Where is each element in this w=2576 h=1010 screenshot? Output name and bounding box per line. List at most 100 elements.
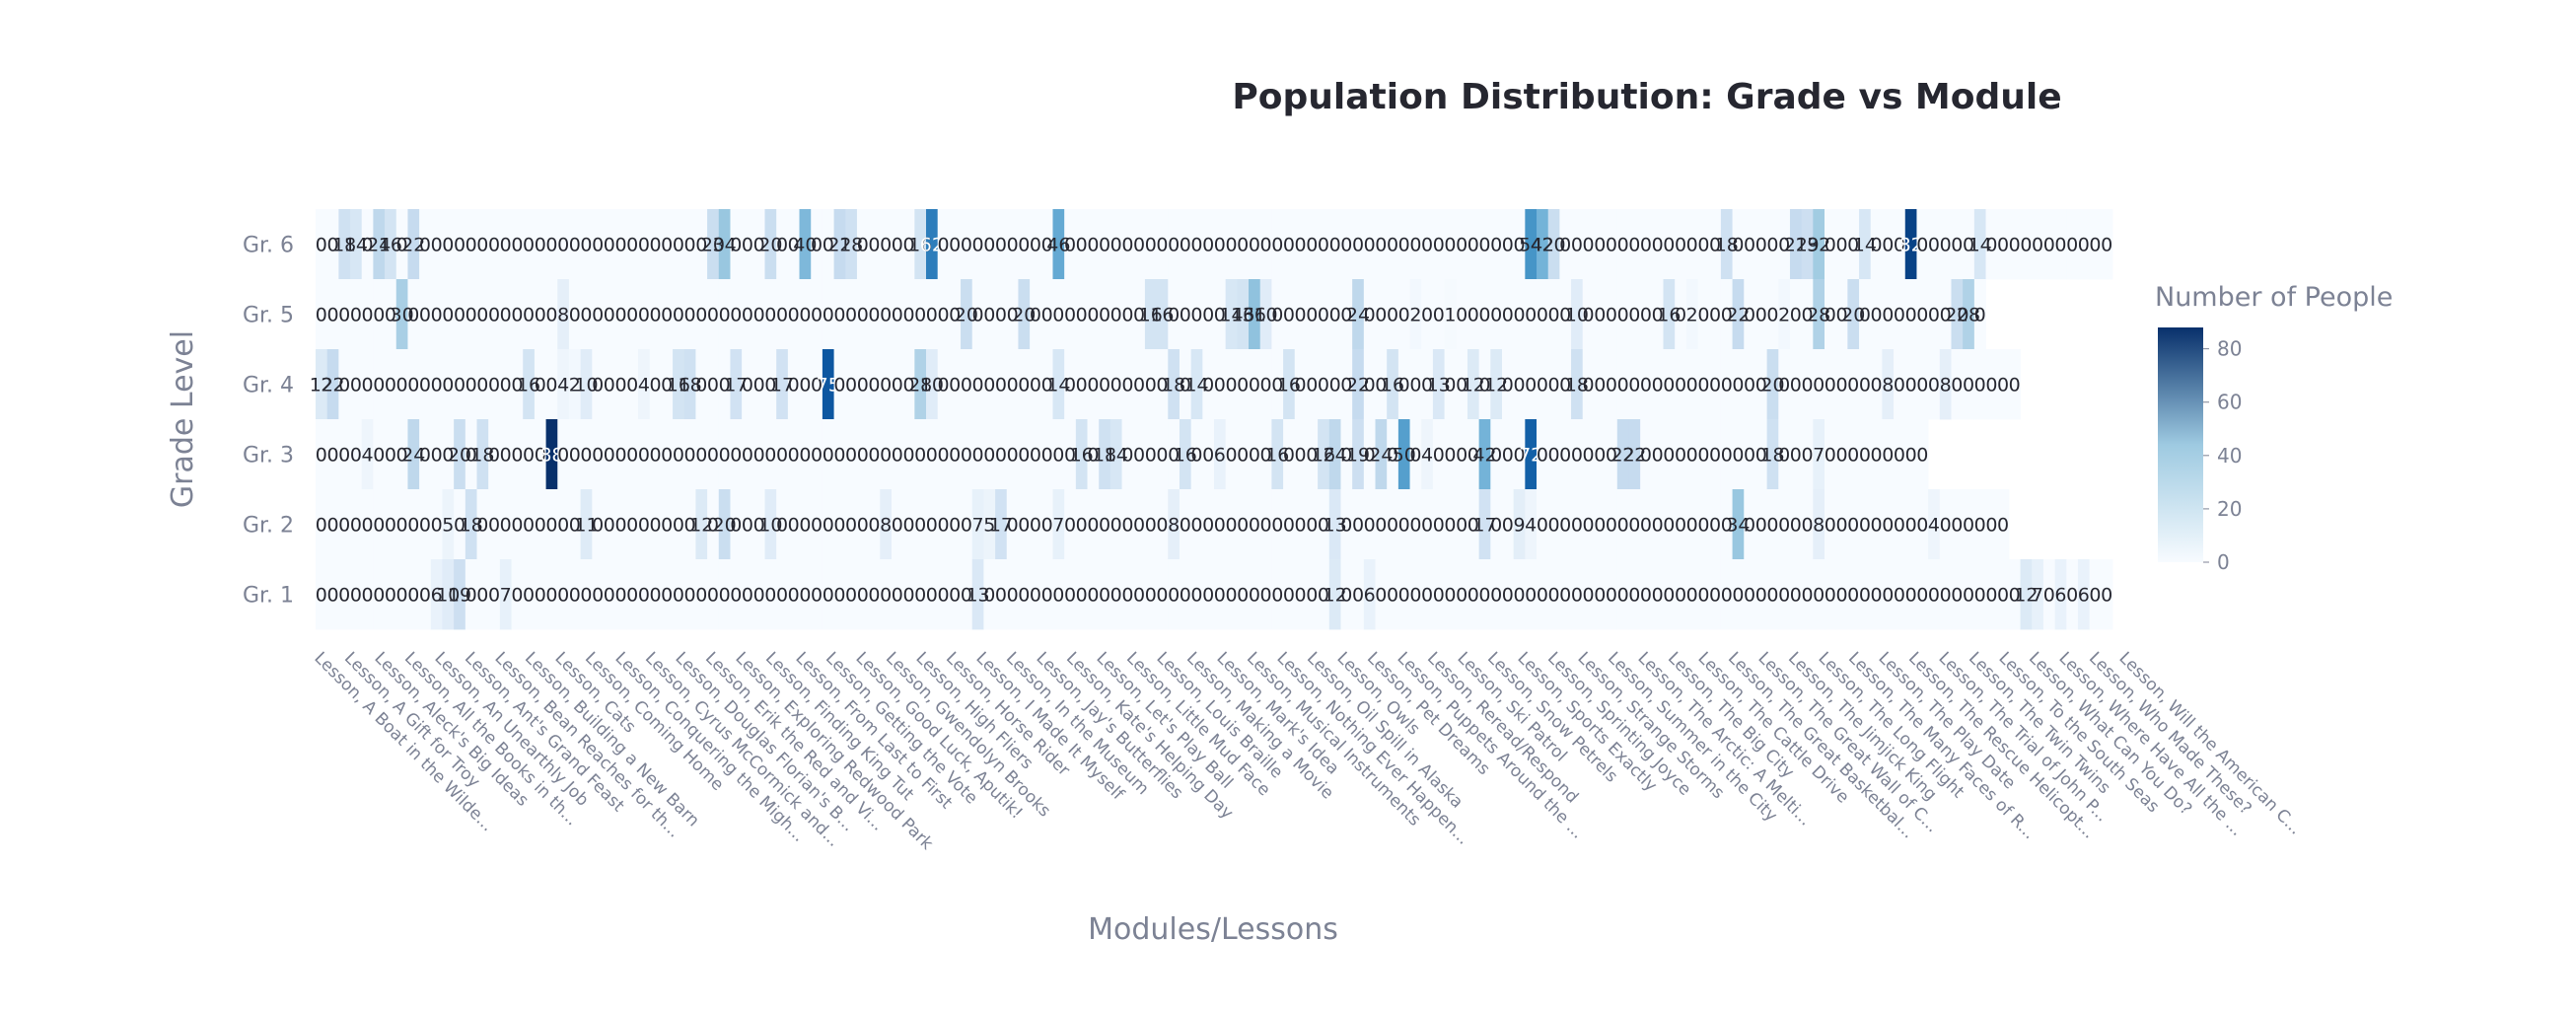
- cell-value-label: 0: [1882, 445, 1894, 467]
- heatmap-cell: [1052, 559, 1065, 630]
- heatmap-cell: [1168, 489, 1181, 560]
- cell-value-label: 0: [1916, 375, 1928, 397]
- cell-value-label: 0: [407, 515, 419, 537]
- heatmap-cell: [2077, 209, 2091, 280]
- heatmap-cell: [1697, 559, 1710, 630]
- cell-value-label: 0: [1398, 375, 1410, 397]
- heatmap-cell: [1237, 279, 1250, 350]
- cell-value-label: 0: [1433, 585, 1445, 607]
- cell-value-label: 0: [592, 445, 604, 467]
- heatmap-cell: [638, 419, 651, 490]
- cell-value-label: 0: [1271, 585, 1283, 607]
- cell-value-label: 0: [580, 235, 592, 256]
- heatmap-cell: [1985, 489, 1998, 560]
- cell-value-label: 0: [488, 445, 500, 467]
- heatmap-cell: [614, 489, 627, 560]
- cell-value-label: 16: [1657, 305, 1681, 326]
- cell-value-label: 18: [332, 235, 356, 256]
- cell-value-label: 0: [1306, 235, 1318, 256]
- heatmap-cell: [683, 209, 696, 280]
- heatmap-cell: [1259, 419, 1272, 490]
- heatmap-cell: [1697, 489, 1710, 560]
- heatmap-cell: [2077, 559, 2091, 630]
- heatmap-cell: [1973, 489, 1986, 560]
- cell-value-label: 0: [811, 585, 823, 607]
- heatmap-cell: [1616, 489, 1629, 560]
- heatmap-cell: [534, 349, 546, 420]
- heatmap-cell: [1847, 419, 1860, 490]
- heatmap-cell: [442, 209, 455, 280]
- heatmap-cell: [592, 559, 605, 630]
- cell-value-label: 14: [1184, 375, 1208, 397]
- heatmap-cell: [1052, 349, 1065, 420]
- heatmap-cell: [995, 489, 1008, 560]
- cell-value-label: 20: [1945, 305, 1968, 326]
- heatmap-cell: [1018, 279, 1031, 350]
- cell-value-label: 0: [1121, 515, 1133, 537]
- heatmap-cell: [511, 419, 524, 490]
- heatmap-cell: [730, 279, 743, 350]
- cell-value-label: 0: [742, 375, 753, 397]
- cell-value-label: 0: [892, 515, 903, 537]
- cell-value-label: 22: [321, 375, 344, 397]
- cell-value-label: 0: [1709, 305, 1721, 326]
- cell-value-label: 0: [1675, 235, 1686, 256]
- cell-value-label: 0: [1825, 305, 1836, 326]
- cell-value-label: 10: [436, 585, 460, 607]
- heatmap-cell: [1087, 489, 1100, 560]
- cell-value-label: 9: [1513, 515, 1525, 537]
- heatmap-cell: [557, 559, 570, 630]
- heatmap-cell: [752, 419, 765, 490]
- cell-value-label: 0: [868, 305, 880, 326]
- heatmap-cell: [476, 279, 489, 350]
- heatmap-cell: [961, 489, 973, 560]
- cell-value-label: 0: [902, 235, 914, 256]
- cell-value-label: 0: [983, 585, 995, 607]
- heatmap-cell: [1397, 209, 1410, 280]
- heatmap-cell: [1397, 349, 1410, 420]
- cell-value-label: 0: [1928, 585, 1940, 607]
- heatmap-cell: [1904, 559, 1917, 630]
- cell-value-label: 0: [580, 585, 592, 607]
- heatmap-cell: [1144, 559, 1157, 630]
- heatmap-cell: [1813, 279, 1825, 350]
- colorbar-tick-label: 0: [2217, 550, 2230, 574]
- heatmap-cell: [1490, 489, 1503, 560]
- heatmap-cell: [787, 209, 800, 280]
- cell-value-label: 0: [937, 515, 949, 537]
- cell-value-label: 0: [1214, 585, 1226, 607]
- cell-value-label: 0: [1583, 585, 1595, 607]
- heatmap-cell: [1040, 349, 1053, 420]
- heatmap-cell: [1306, 349, 1319, 420]
- heatmap-cell: [1467, 489, 1480, 560]
- cell-value-label: 0: [338, 375, 350, 397]
- cell-value-label: 0: [1525, 305, 1537, 326]
- cell-value-label: 2: [1409, 305, 1421, 326]
- cell-value-label: 0: [614, 585, 626, 607]
- heatmap-cell: [1075, 209, 1088, 280]
- cell-value-label: 34: [713, 235, 737, 256]
- cell-value-label: 0: [1894, 515, 1905, 537]
- heatmap-cell: [1744, 279, 1756, 350]
- cell-value-label: 2: [569, 375, 581, 397]
- cell-value-label: 0: [902, 445, 914, 467]
- cell-value-label: 20: [955, 305, 978, 326]
- heatmap-cell: [1778, 209, 1791, 280]
- cell-value-label: 0: [476, 235, 488, 256]
- heatmap-cell: [811, 489, 823, 560]
- heatmap-cell: [1709, 419, 1722, 490]
- heatmap-cell: [1825, 559, 1837, 630]
- cell-value-label: 0: [523, 235, 535, 256]
- cell-value-label: 0: [2054, 235, 2066, 256]
- heatmap-cell: [1904, 209, 1917, 280]
- heatmap-cell: [1456, 419, 1468, 490]
- heatmap-cell: [1271, 279, 1284, 350]
- heatmap-cell: [1156, 489, 1169, 560]
- heatmap-cell: [1202, 279, 1215, 350]
- heatmap-cell: [1340, 279, 1353, 350]
- cell-value-label: 0: [788, 235, 800, 256]
- heatmap-cell: [949, 279, 962, 350]
- cell-value-label: 0: [983, 305, 995, 326]
- heatmap-cell: [902, 209, 915, 280]
- cell-value-label: 0: [1594, 445, 1606, 467]
